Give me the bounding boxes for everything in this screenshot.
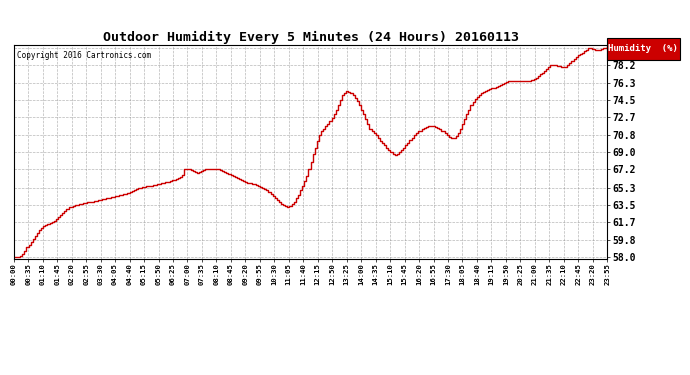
Text: Copyright 2016 Cartronics.com: Copyright 2016 Cartronics.com: [17, 51, 151, 60]
Text: Humidity  (%): Humidity (%): [609, 44, 678, 53]
Title: Outdoor Humidity Every 5 Minutes (24 Hours) 20160113: Outdoor Humidity Every 5 Minutes (24 Hou…: [103, 31, 518, 44]
